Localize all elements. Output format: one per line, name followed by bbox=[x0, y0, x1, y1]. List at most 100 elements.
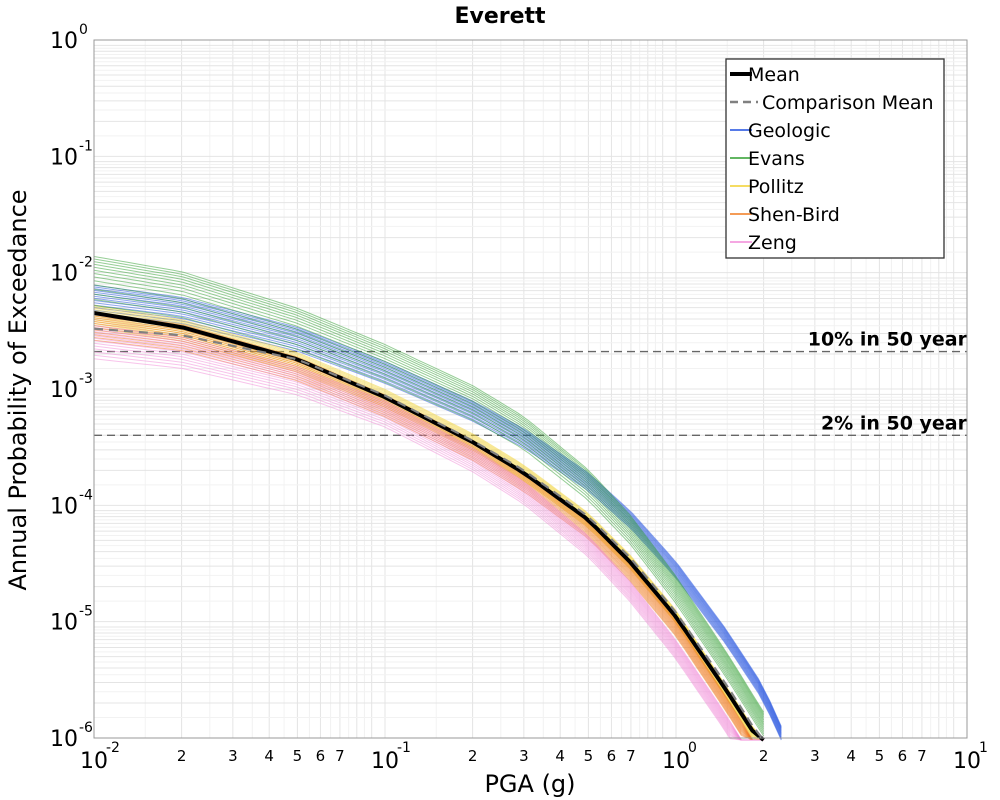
series-line-mean bbox=[93, 311, 765, 742]
x-tick-minor-4: 6 bbox=[316, 747, 326, 765]
legend-entry-zeng: Zeng bbox=[730, 232, 797, 254]
x-tick-major-3: 101 bbox=[953, 740, 988, 774]
x-tick-minor-8: 4 bbox=[555, 747, 565, 765]
band-evans bbox=[93, 256, 765, 737]
svg-text:-6: -6 bbox=[79, 720, 93, 736]
branch-curve-zeng bbox=[93, 345, 764, 741]
branch-curve-evans bbox=[93, 269, 765, 721]
branch-curve-geologic bbox=[93, 300, 782, 735]
branch-curve-pollitz bbox=[93, 304, 764, 741]
x-tick-minor-16: 6 bbox=[898, 747, 908, 765]
x-tick-minor-15: 5 bbox=[875, 747, 885, 765]
svg-text:Zeng: Zeng bbox=[748, 232, 797, 254]
reference-line-label-1: 2% in 50 year bbox=[821, 412, 968, 434]
legend-entry-comparison-mean: Comparison Mean bbox=[730, 92, 934, 114]
branch-curve-evans bbox=[93, 263, 765, 717]
x-tick-minor-0: 2 bbox=[177, 747, 187, 765]
svg-text:0: 0 bbox=[688, 740, 697, 756]
svg-text:-3: -3 bbox=[79, 371, 93, 387]
branch-curve-evans bbox=[93, 284, 765, 728]
svg-text:Pollitz: Pollitz bbox=[748, 176, 804, 198]
y-tick-major-0: 10 0 bbox=[50, 22, 88, 54]
x-tick-major-1: 10-1 bbox=[371, 740, 411, 774]
chart-title: Everett bbox=[454, 4, 546, 29]
branch-curve-evans bbox=[93, 305, 765, 737]
x-tick-minor-3: 5 bbox=[293, 747, 303, 765]
legend-entry-geologic: Geologic bbox=[730, 120, 831, 142]
series-line-comparison-mean bbox=[93, 327, 765, 741]
branch-curve-zeng bbox=[93, 331, 764, 741]
branch-curve-evans bbox=[93, 261, 765, 716]
svg-text:Evans: Evans bbox=[748, 148, 805, 170]
svg-text:10: 10 bbox=[50, 494, 78, 519]
branch-curve-evans bbox=[93, 258, 765, 714]
svg-text:10: 10 bbox=[50, 145, 78, 170]
svg-text:-1: -1 bbox=[79, 138, 93, 154]
branch-curve-geologic bbox=[93, 293, 782, 732]
x-tick-minor-13: 3 bbox=[810, 747, 820, 765]
branch-curve-zeng bbox=[93, 335, 764, 741]
branch-curve-geologic bbox=[93, 286, 782, 728]
branch-curve-zeng bbox=[93, 327, 764, 741]
legend-entry-shen-bird: Shen-Bird bbox=[730, 204, 840, 226]
svg-text:10: 10 bbox=[50, 378, 78, 403]
svg-text:-2: -2 bbox=[106, 740, 120, 756]
svg-text:10: 10 bbox=[662, 749, 690, 774]
branch-curve-zeng bbox=[93, 342, 764, 741]
svg-text:10: 10 bbox=[50, 262, 78, 287]
branch-curve-zeng bbox=[93, 340, 764, 741]
branch-curve-evans bbox=[93, 266, 765, 719]
svg-text:10: 10 bbox=[371, 749, 399, 774]
svg-text:10: 10 bbox=[50, 727, 78, 752]
y-tick-major-2: 10 -2 bbox=[50, 255, 93, 287]
branch-curve-evans bbox=[93, 280, 765, 726]
branch-curve-geologic bbox=[93, 312, 782, 741]
branch-curve-evans bbox=[93, 256, 765, 713]
x-tick-minor-1: 3 bbox=[228, 747, 238, 765]
svg-text:1: 1 bbox=[979, 740, 988, 756]
legend-entry-evans: Evans bbox=[730, 148, 805, 170]
y-tick-major-4: 10 -4 bbox=[50, 487, 93, 519]
legend-entry-pollitz: Pollitz bbox=[730, 176, 804, 198]
x-tick-major-0: 10-2 bbox=[80, 740, 120, 774]
branch-curve-shen-bird bbox=[93, 319, 764, 741]
x-tick-minor-12: 2 bbox=[759, 747, 769, 765]
svg-text:Mean: Mean bbox=[748, 64, 800, 86]
branch-curve-zeng bbox=[93, 348, 764, 741]
x-tick-minor-6: 2 bbox=[468, 747, 478, 765]
branch-curve-zeng bbox=[93, 333, 764, 741]
branch-curve-evans bbox=[93, 299, 765, 734]
svg-text:Comparison Mean: Comparison Mean bbox=[762, 92, 934, 114]
branch-curve-zeng bbox=[93, 354, 764, 741]
branch-curve-zeng bbox=[93, 351, 764, 741]
x-tick-major-2: 100 bbox=[662, 740, 697, 774]
y-tick-major-6: 10 -6 bbox=[50, 720, 93, 752]
x-tick-minor-10: 6 bbox=[607, 747, 617, 765]
branch-curve-geologic bbox=[93, 297, 782, 734]
svg-text:-5: -5 bbox=[79, 604, 93, 620]
svg-text:-1: -1 bbox=[397, 740, 411, 756]
svg-text:Shen-Bird: Shen-Bird bbox=[748, 204, 840, 226]
svg-text:-4: -4 bbox=[79, 487, 93, 503]
svg-text:0: 0 bbox=[79, 22, 88, 38]
reference-line-label-0: 10% in 50 year bbox=[808, 329, 968, 351]
x-tick-minor-7: 3 bbox=[519, 747, 529, 765]
svg-text:10: 10 bbox=[953, 749, 981, 774]
branch-curve-zeng bbox=[93, 329, 764, 741]
y-axis-label: Annual Probability of Exceedance bbox=[4, 189, 32, 590]
band-zeng bbox=[93, 325, 764, 741]
branch-curve-evans bbox=[93, 293, 765, 732]
x-tick-minor-5: 7 bbox=[335, 747, 345, 765]
svg-text:-2: -2 bbox=[79, 255, 93, 271]
x-tick-minor-14: 4 bbox=[846, 747, 856, 765]
y-tick-major-3: 10 -3 bbox=[50, 371, 93, 403]
x-axis-label: PGA (g) bbox=[484, 770, 575, 798]
x-tick-minor-17: 7 bbox=[917, 747, 927, 765]
branch-curve-evans bbox=[93, 276, 765, 724]
legend-entry-mean: Mean bbox=[730, 64, 800, 86]
y-tick-major-1: 10 -1 bbox=[50, 138, 93, 170]
branch-curve-geologic bbox=[93, 302, 782, 736]
